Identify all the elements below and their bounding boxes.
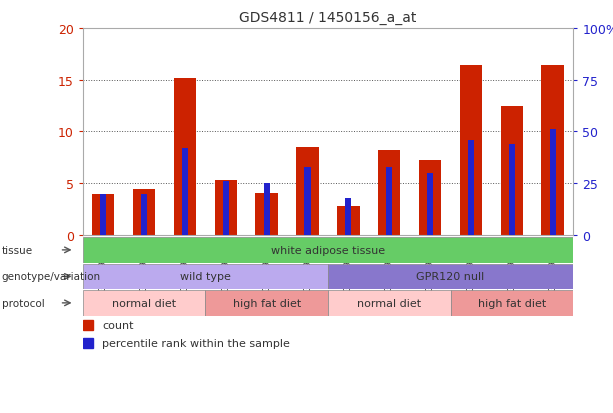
- Bar: [296, 148, 319, 235]
- Text: protocol: protocol: [2, 298, 44, 308]
- Bar: [305, 167, 311, 235]
- Bar: [337, 206, 360, 235]
- Bar: [427, 173, 433, 235]
- Bar: [205, 290, 328, 316]
- Bar: [133, 190, 155, 235]
- Text: GPR120 null: GPR120 null: [416, 272, 485, 282]
- Bar: [256, 193, 278, 235]
- Text: normal diet: normal diet: [112, 298, 176, 308]
- Bar: [550, 130, 556, 235]
- Bar: [345, 198, 351, 235]
- Bar: [223, 182, 229, 235]
- Bar: [83, 290, 205, 316]
- Bar: [215, 181, 237, 235]
- Bar: [141, 194, 147, 235]
- Text: genotype/variation: genotype/variation: [2, 272, 101, 282]
- Bar: [83, 338, 93, 348]
- Bar: [83, 320, 93, 330]
- Bar: [182, 149, 188, 235]
- Text: wild type: wild type: [180, 272, 230, 282]
- Text: normal diet: normal diet: [357, 298, 421, 308]
- Bar: [173, 78, 196, 235]
- Bar: [328, 290, 451, 316]
- Bar: [92, 194, 115, 235]
- Bar: [460, 66, 482, 235]
- Bar: [328, 264, 573, 290]
- Text: high fat diet: high fat diet: [232, 298, 301, 308]
- Bar: [468, 140, 474, 235]
- Bar: [83, 264, 328, 290]
- Bar: [264, 184, 270, 235]
- Bar: [541, 66, 564, 235]
- Bar: [451, 290, 573, 316]
- Title: GDS4811 / 1450156_a_at: GDS4811 / 1450156_a_at: [239, 11, 417, 25]
- Bar: [100, 194, 106, 235]
- Text: white adipose tissue: white adipose tissue: [271, 245, 385, 255]
- Bar: [501, 106, 523, 235]
- Bar: [419, 161, 441, 235]
- Text: high fat diet: high fat diet: [478, 298, 546, 308]
- Text: count: count: [102, 320, 134, 330]
- Text: percentile rank within the sample: percentile rank within the sample: [102, 338, 290, 348]
- Text: tissue: tissue: [2, 245, 32, 255]
- Bar: [509, 145, 515, 235]
- Bar: [378, 151, 400, 235]
- Bar: [386, 167, 392, 235]
